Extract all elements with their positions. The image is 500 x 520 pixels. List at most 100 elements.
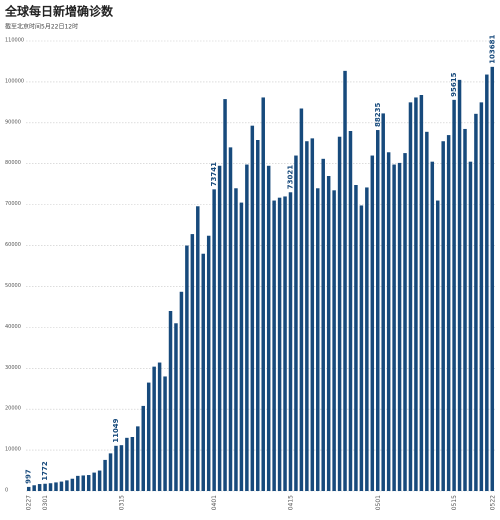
bar — [76, 475, 80, 491]
bar — [348, 131, 353, 491]
bar — [81, 475, 86, 491]
bar — [157, 362, 162, 491]
x-tick-label: 0301 — [42, 495, 49, 510]
bar — [146, 382, 151, 491]
value-label: 73021 — [286, 165, 294, 189]
bar — [125, 437, 129, 491]
bar — [435, 200, 440, 491]
bar — [86, 475, 91, 491]
bar — [414, 97, 418, 492]
bar — [168, 311, 173, 491]
bar — [119, 445, 124, 491]
bar — [370, 155, 375, 491]
bar — [70, 478, 75, 491]
y-tick-label: 10000 — [5, 447, 21, 453]
bar — [212, 189, 216, 491]
bar — [485, 74, 489, 491]
bar — [190, 234, 195, 491]
bar — [365, 187, 369, 492]
bar — [294, 155, 298, 491]
y-tick-label: 30000 — [5, 365, 21, 371]
y-tick-label: 0 — [5, 488, 8, 494]
bar — [179, 291, 184, 491]
bar — [343, 70, 347, 491]
bar — [463, 128, 467, 492]
bar — [288, 192, 293, 492]
bar — [201, 253, 205, 491]
x-tick-label: 0315 — [118, 495, 125, 510]
value-label: 88235 — [374, 103, 382, 127]
x-tick-label: 0522 — [489, 495, 496, 510]
bar — [381, 113, 385, 491]
bar — [250, 125, 255, 491]
bar — [130, 437, 135, 491]
bar — [446, 135, 451, 491]
bar — [392, 164, 396, 491]
bar — [316, 188, 320, 492]
bar — [332, 190, 336, 491]
bar — [299, 108, 304, 491]
y-tick-label: 100000 — [5, 78, 24, 84]
value-label: 73741 — [210, 162, 218, 186]
bar — [425, 131, 429, 491]
y-tick-label: 60000 — [5, 242, 21, 248]
bar — [376, 130, 380, 491]
bar — [468, 161, 473, 491]
bar — [261, 97, 265, 492]
y-tick-label: 70000 — [5, 201, 21, 207]
bar — [103, 459, 107, 491]
bar — [277, 197, 282, 491]
x-tick-label: 0415 — [287, 495, 294, 510]
bar — [337, 136, 342, 491]
bar — [32, 485, 36, 491]
bar — [228, 147, 233, 491]
value-label: 997 — [25, 469, 33, 484]
bar — [386, 152, 391, 492]
bar — [310, 138, 315, 491]
y-tick-label: 110000 — [5, 38, 24, 44]
bar — [408, 102, 413, 491]
bar — [48, 483, 53, 491]
value-label: 103681 — [488, 34, 496, 63]
bar — [196, 206, 200, 492]
value-label: 95615 — [450, 72, 458, 96]
bar — [457, 79, 462, 491]
bar — [65, 480, 69, 491]
bar — [359, 205, 364, 492]
bar — [283, 196, 287, 492]
bar — [152, 366, 156, 491]
bar — [108, 453, 113, 491]
bar — [305, 141, 309, 491]
bar — [97, 470, 102, 491]
bar — [26, 486, 31, 491]
y-tick-label: 40000 — [5, 324, 21, 330]
bar — [114, 445, 118, 491]
bar — [474, 113, 478, 492]
bar — [321, 158, 325, 491]
y-tick-label: 20000 — [5, 406, 21, 412]
bar — [419, 95, 424, 491]
bar — [403, 153, 407, 491]
bar — [163, 376, 167, 491]
x-tick-label: 0515 — [451, 495, 458, 510]
bar — [136, 426, 140, 491]
bar — [59, 481, 64, 491]
y-tick-label: 90000 — [5, 119, 21, 125]
bar — [272, 200, 276, 491]
bar — [326, 176, 331, 491]
bar — [217, 165, 222, 492]
bar — [479, 102, 484, 491]
y-tick-label: 50000 — [5, 283, 21, 289]
x-tick-label: 0401 — [211, 495, 218, 510]
y-tick-label: 80000 — [5, 160, 21, 166]
bar — [92, 472, 96, 491]
chart-title: 全球每日新增确诊数 — [4, 4, 114, 19]
bar — [223, 99, 227, 491]
bar — [490, 66, 495, 491]
bar — [239, 202, 244, 491]
bar — [397, 162, 402, 491]
bar — [141, 405, 145, 491]
chart-subtitle: 截至北京时间5月22日12时 — [5, 23, 78, 31]
